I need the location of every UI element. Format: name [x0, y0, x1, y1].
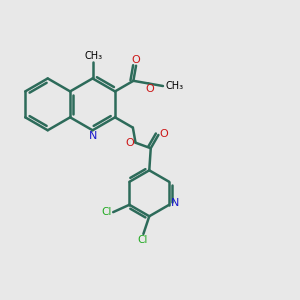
Text: CH₃: CH₃: [165, 81, 183, 91]
Text: O: O: [126, 138, 135, 148]
Text: CH₃: CH₃: [84, 51, 102, 61]
Text: N: N: [88, 130, 97, 141]
Text: O: O: [159, 128, 168, 139]
Text: Cl: Cl: [101, 206, 112, 217]
Text: Cl: Cl: [138, 236, 148, 245]
Text: O: O: [132, 56, 140, 65]
Text: O: O: [146, 84, 154, 94]
Text: N: N: [171, 198, 179, 208]
